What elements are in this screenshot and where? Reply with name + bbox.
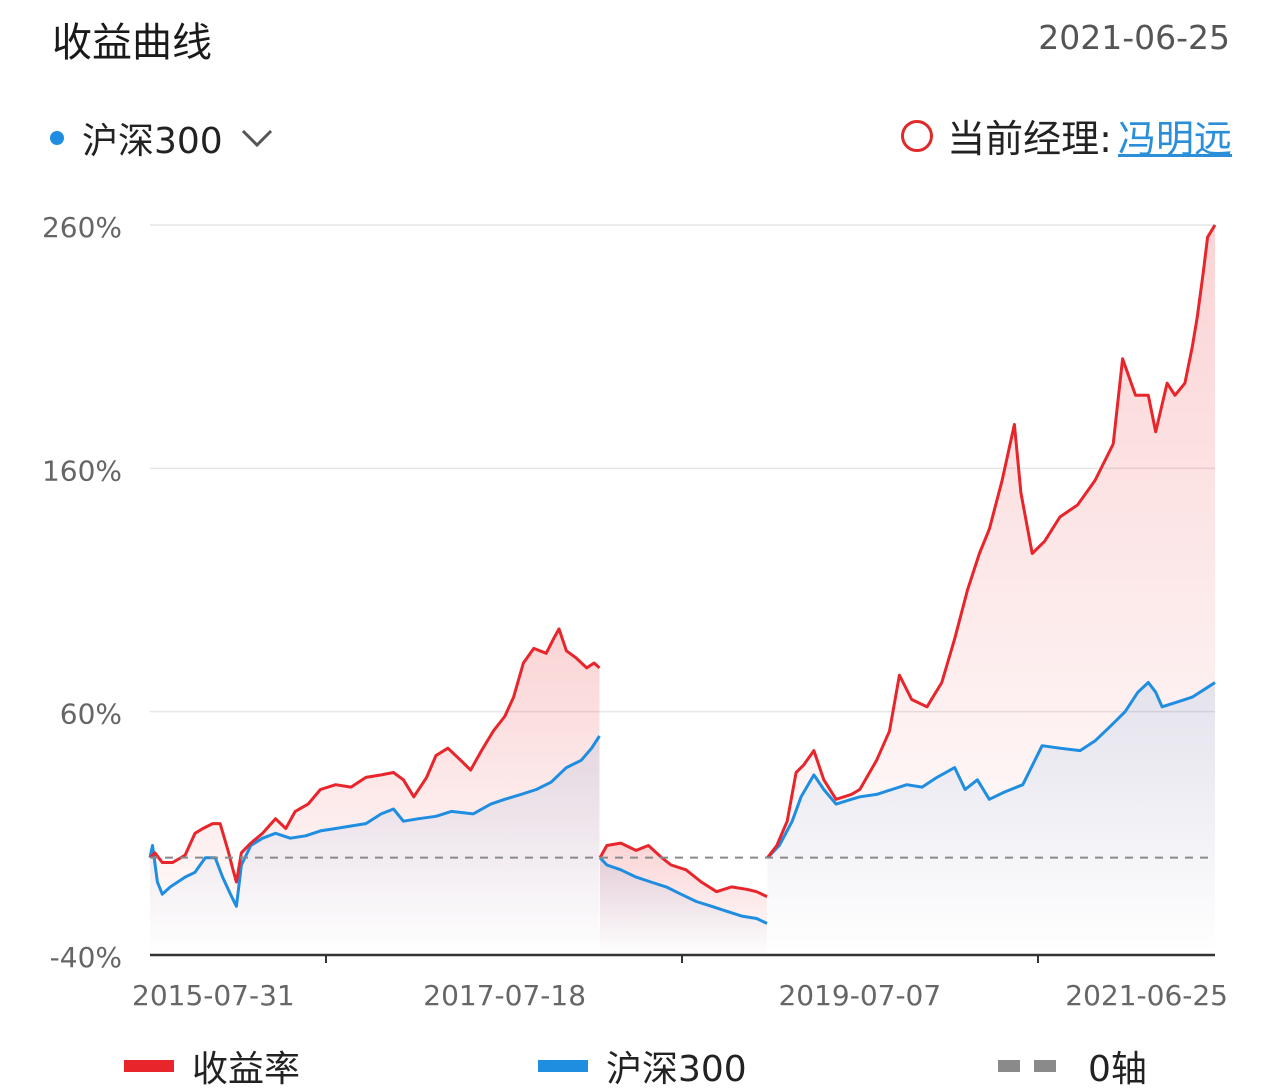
x-tick-label: 2017-07-18 [423,979,586,1012]
x-tick-label: 2015-07-31 [132,979,295,1012]
y-tick-label: 160% [42,454,122,487]
legend-swatch-return [124,1060,174,1072]
benchmark-selector[interactable]: 沪深300 [50,112,275,164]
return-chart: 260% 160% 60% -40% 2015-07-31 2017-07-18 2019-… [42,211,1228,1012]
benchmark-label: 沪深300 [82,121,223,162]
y-tick-label: 60% [60,698,122,731]
manager-label: 当前经理: [947,117,1112,161]
series-line-return [766,224,1217,859]
current-manager: 当前经理: 冯明远 [901,108,1232,163]
series-line-benchmark [766,681,1216,859]
chevron-down-icon [241,129,272,148]
data-date: 2021-06-25 [1038,18,1230,57]
series-area-fill [600,843,767,955]
legend-item-zero-axis: 0轴 [998,1040,1147,1092]
page-title: 收益曲线 [52,20,212,66]
manager-name-link[interactable]: 冯明远 [1117,117,1232,161]
legend-label-zero-axis: 0轴 [1088,1049,1147,1090]
area-fills [150,225,1215,955]
series-area-fill [150,628,600,955]
legend-swatch-benchmark [538,1060,588,1072]
manager-marker-icon [901,119,934,152]
series-line-return [148,627,601,884]
legend-item-benchmark: 沪深300 [538,1040,747,1092]
axes: 260% 160% 60% -40% 2015-07-31 2017-07-18 2019-… [42,211,1228,1012]
x-tick-label: 2019-07-07 [778,979,941,1012]
chart-legend: 收益率 沪深300 0轴 [0,1040,1280,1090]
series-line-benchmark [598,856,768,925]
legend-item-return: 收益率 [124,1040,300,1092]
benchmark-dot-icon [50,131,64,145]
legend-swatch-zero-axis [998,1060,1070,1072]
series-line-return [598,841,768,898]
series-line-benchmark [148,735,601,908]
legend-label-return: 收益率 [192,1049,301,1090]
y-tick-label: -40% [50,941,122,974]
legend-label-benchmark: 沪深300 [606,1049,747,1090]
series-lines [148,224,1217,925]
series-area-fill [767,225,1215,955]
x-tick-label: 2021-06-25 [1065,979,1228,1012]
y-tick-label: 260% [42,211,122,244]
